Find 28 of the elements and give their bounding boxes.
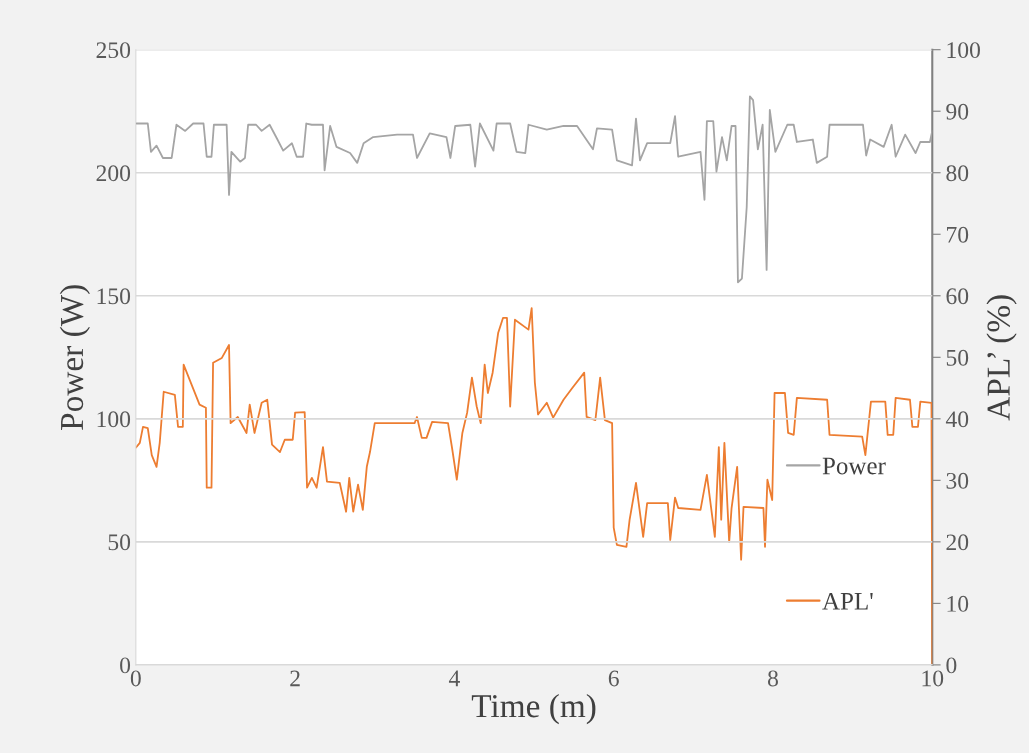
y2-tick-label: 60 xyxy=(946,288,969,305)
line-series xyxy=(135,95,933,284)
y-tick-label: 200 xyxy=(96,165,131,182)
y2-axis-title: APL’ (%) xyxy=(986,295,1017,421)
y2-tick-label: 0 xyxy=(946,657,957,674)
y2-tick-label: 30 xyxy=(946,472,969,489)
y-tick-label: 50 xyxy=(108,534,131,551)
y2-tick-label: 50 xyxy=(946,349,969,366)
x-tick-label: 4 xyxy=(448,670,460,687)
y2-tick-label: 90 xyxy=(946,103,969,120)
y-axis-title: Power (W) xyxy=(59,285,90,430)
y2-tick-label: 20 xyxy=(946,534,969,551)
y2-tick-label: 40 xyxy=(945,411,969,428)
y-tick-label: 100 xyxy=(97,411,131,428)
y2-tick-label: 10 xyxy=(947,595,969,612)
x-tick-label: 6 xyxy=(608,670,619,687)
y2-tick-label: 80 xyxy=(946,165,969,182)
x-tick-label: 8 xyxy=(767,670,778,687)
legend-label: APL' xyxy=(822,592,873,610)
y-tick-label: 150 xyxy=(97,288,131,305)
y2-tick-label: 100 xyxy=(947,42,980,59)
y-tick-label: 250 xyxy=(96,42,131,59)
legend-label: Power xyxy=(822,457,886,475)
x-tick-label: 2 xyxy=(290,670,300,687)
y2-tick-label: 70 xyxy=(947,226,969,243)
x-axis-title: Time (m) xyxy=(471,693,596,725)
x-tick-label: 10 xyxy=(922,670,944,687)
y-tick-label: 0 xyxy=(120,657,131,674)
